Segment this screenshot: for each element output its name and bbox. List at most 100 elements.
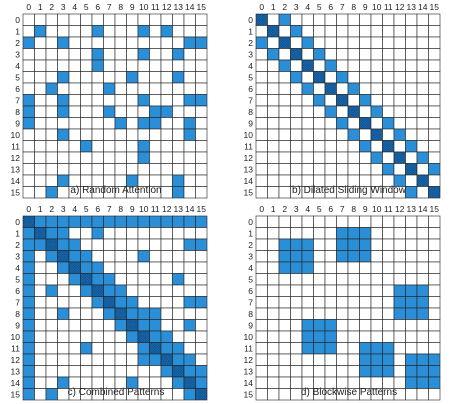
cell-empty (393, 59, 406, 72)
cell-empty (57, 273, 70, 286)
cell-empty (428, 238, 441, 251)
cell-empty (301, 273, 314, 286)
cell-empty (324, 117, 337, 130)
cell-filled (301, 59, 314, 72)
cell-empty (347, 296, 360, 309)
col-label: 11 (384, 204, 393, 214)
col-label: 4 (305, 204, 310, 214)
cell-empty (359, 261, 372, 274)
cell-empty (393, 238, 406, 251)
cell-empty (347, 71, 360, 84)
cell-empty (34, 94, 47, 107)
cell-empty (183, 250, 196, 263)
col-label: 7 (107, 204, 112, 214)
cell-empty (359, 59, 372, 72)
cell-empty (34, 82, 47, 95)
caption-blockwise-patterns: d) Blockwise Patterns (300, 387, 398, 398)
cell-empty (393, 25, 406, 38)
cell-empty (255, 128, 268, 141)
cell-empty (149, 151, 162, 164)
cell-filled (172, 353, 185, 366)
cell-empty (172, 151, 185, 164)
cell-empty (313, 163, 326, 176)
col-label: 15 (430, 204, 440, 214)
cell-empty (324, 94, 337, 107)
cell-empty (359, 25, 372, 38)
cell-filled (57, 250, 70, 263)
cell-empty (126, 227, 139, 240)
cell-empty (278, 284, 291, 297)
cell-filled (34, 227, 47, 240)
cell-empty (22, 25, 35, 38)
cell-empty (290, 284, 303, 297)
cell-empty (103, 94, 116, 107)
cell-filled (359, 227, 372, 240)
cell-empty (57, 117, 70, 130)
cell-empty (255, 227, 268, 240)
cell-empty (103, 128, 116, 141)
cell-empty (149, 82, 162, 95)
col-label: 13 (407, 2, 417, 12)
cell-empty (416, 36, 429, 49)
cell-empty (393, 140, 406, 153)
cell-empty (347, 353, 360, 366)
cell-empty (359, 36, 372, 49)
cell-filled (80, 140, 93, 153)
cell-empty (382, 151, 395, 164)
row-label: 0 (248, 15, 253, 25)
cell-filled (91, 25, 104, 38)
cell-empty (68, 296, 81, 309)
cell-filled (405, 307, 418, 320)
cell-empty (370, 59, 383, 72)
row-label: 8 (248, 107, 253, 117)
cell-empty (428, 273, 441, 286)
cell-empty (301, 215, 314, 228)
cell-empty (183, 48, 196, 61)
row-label: 1 (15, 228, 20, 238)
cell-empty (34, 151, 47, 164)
cell-empty (301, 365, 314, 378)
cell-empty (22, 48, 35, 61)
cell-empty (290, 365, 303, 378)
col-label: 12 (395, 204, 405, 214)
cell-empty (382, 273, 395, 286)
cell-filled (114, 215, 127, 228)
cell-empty (255, 117, 268, 130)
cell-empty (370, 330, 383, 343)
cell-empty (22, 59, 35, 72)
cell-filled (91, 48, 104, 61)
cell-empty (382, 82, 395, 95)
cell-empty (126, 94, 139, 107)
cell-empty (34, 36, 47, 49)
cell-empty (324, 273, 337, 286)
col-label: 15 (197, 204, 207, 214)
cell-empty (324, 36, 337, 49)
cell-empty (278, 227, 291, 240)
cell-filled (382, 163, 395, 176)
cell-filled (114, 319, 127, 332)
cell-filled (301, 36, 314, 49)
cell-empty (137, 365, 150, 378)
cell-empty (313, 284, 326, 297)
cell-empty (416, 117, 429, 130)
cell-empty (370, 238, 383, 251)
cell-empty (301, 151, 314, 164)
cell-empty (382, 330, 395, 343)
cell-empty (255, 48, 268, 61)
cell-filled (68, 238, 81, 251)
cell-empty (160, 273, 173, 286)
cell-filled (347, 227, 360, 240)
row-label: 8 (15, 309, 20, 319)
cell-filled (45, 82, 58, 95)
cell-empty (255, 71, 268, 84)
cell-filled (137, 151, 150, 164)
cell-empty (114, 273, 127, 286)
cell-empty (347, 59, 360, 72)
col-label: 14 (185, 2, 195, 12)
cell-empty (137, 296, 150, 309)
cell-empty (45, 151, 58, 164)
cell-empty (255, 319, 268, 332)
cell-empty (22, 71, 35, 84)
cell-empty (267, 163, 280, 176)
cell-filled (22, 261, 35, 274)
